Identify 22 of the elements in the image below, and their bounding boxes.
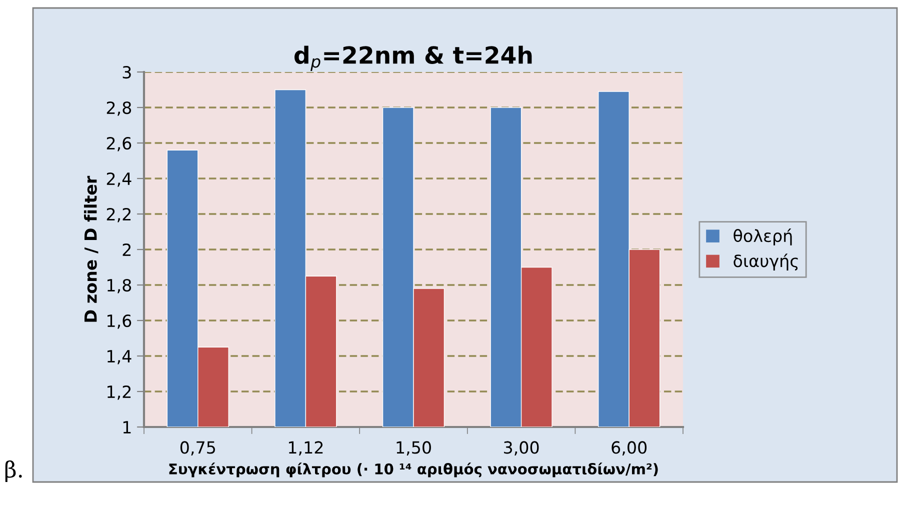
y-tick-label: 1,2: [108, 385, 131, 400]
y-tick-label: 1,8: [108, 278, 132, 294]
legend-label: διαυγής: [734, 254, 798, 270]
y-tick-label: 2,2: [106, 208, 131, 222]
x-tick-label: 0,75: [180, 441, 215, 456]
legend-label: θολερή: [734, 228, 792, 246]
y-tick-label: 1: [123, 421, 131, 434]
text: β.: [5, 460, 22, 482]
y-axis-title: D zone / D filter: [84, 176, 98, 322]
y-tick-label: 2,6: [106, 136, 132, 152]
y-tick-label: 2: [122, 243, 131, 256]
x-tick-label: 6,00: [612, 441, 647, 456]
x-axis-title: Συγκέντρωση φίλτρου (· 10 ¹⁴ αριθμός νανοσωματιδίων/m²): [169, 462, 658, 478]
y-tick-label: 1,6: [108, 314, 132, 329]
x-tick-label: 1,50: [396, 441, 431, 456]
x-tick-label: 1,12: [288, 441, 323, 456]
y-tick-label: 2,8: [106, 101, 132, 116]
y-tick-label: 2,4: [106, 172, 132, 187]
chart-title: d$_{p}$=22nm & t=24h: [294, 46, 532, 71]
y-tick-label: 3: [122, 66, 131, 79]
x-tick-label: 3,00: [504, 441, 539, 456]
y-tick-label: 1,4: [108, 350, 132, 364]
